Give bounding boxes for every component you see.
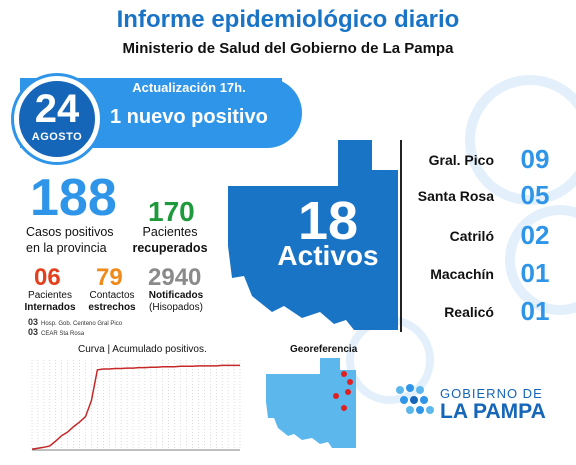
city-value: 09 (520, 144, 550, 174)
city-name: Macachín (430, 266, 494, 282)
notified-count: 2940 (148, 264, 202, 291)
contacts-label-line1: Contactos (89, 290, 135, 301)
hospital-list: 03 Hosp. Gob. Centeno Gral Pico 03 CEAR St… (28, 318, 122, 338)
hospitalized-count: 06 (34, 264, 61, 291)
update-time-label: Actualización 17h. (96, 78, 282, 98)
notified-label-line1: Notificados (148, 290, 204, 301)
hospital-count: 03 (28, 317, 39, 327)
case-location-marker (333, 393, 339, 399)
background-decoration (346, 75, 576, 404)
case-location-marker (341, 371, 347, 377)
active-label: Activos (277, 240, 379, 271)
hospital-name: Hosp. Gob. Centeno Gral Pico (41, 321, 123, 327)
curve-title: Curva | Acumulado positivos. (78, 344, 207, 355)
hospitalized-label-line1: Pacientes (28, 290, 72, 301)
report-subtitle: Ministerio de Salud del Gobierno de La P… (122, 40, 454, 57)
cumulative-positives-line (31, 364, 240, 450)
city-name: Catriló (449, 228, 494, 244)
city-value: 01 (520, 296, 550, 326)
positive-cases-count: 188 (30, 169, 117, 227)
contacts-count: 79 (96, 264, 123, 291)
city-value: 05 (520, 180, 550, 210)
hospital-count: 03 (28, 327, 39, 337)
notified-label-line2: (Hisopados) (149, 302, 203, 313)
province-map-icon (228, 140, 398, 330)
positive-label-line2: en la provincia (26, 241, 107, 255)
cumulative-curve-chart (31, 360, 241, 451)
report-title: Informe epidemiológico diario (116, 6, 460, 33)
city-name: Gral. Pico (428, 152, 494, 168)
hospitalized-label-line2: Internados (24, 302, 76, 313)
georeference-map (266, 358, 356, 448)
case-location-marker (345, 389, 351, 395)
city-value: 01 (520, 258, 550, 288)
recovered-label-line1: Pacientes (142, 225, 198, 239)
city-value: 02 (520, 220, 550, 250)
recovered-label: Pacientes recuperados (130, 224, 210, 256)
recovered-label-line2: recuperados (132, 241, 208, 255)
positive-label-line1: Casos positivos (26, 225, 114, 239)
hospital-name: CEAR Sta Rosa (41, 331, 85, 337)
date-month: AGOSTO (31, 131, 83, 143)
contacts-label-line2: estrechos (88, 302, 136, 313)
case-location-marker (347, 379, 353, 385)
hospitalized-label: Pacientes Internados (22, 290, 78, 314)
hospital-item: 03 CEAR Sta Rosa (28, 328, 122, 338)
date-day: 24 (34, 87, 80, 131)
hospital-item: 03 Hosp. Gob. Centeno Gral Pico (28, 318, 122, 328)
city-name: Realicó (444, 304, 494, 320)
positive-cases-label: Casos positivos en la provincia (26, 224, 114, 256)
map-title: Georeferencia (290, 344, 358, 355)
city-list-bracket (400, 140, 410, 332)
notified-label: Notificados (Hisopados) (140, 290, 212, 314)
date-badge: 24 AGOSTO (14, 76, 100, 162)
case-location-marker (341, 405, 347, 411)
logo-line1: GOBIERNO DE (440, 386, 543, 401)
new-positive-headline: 1 nuevo positivo (110, 106, 268, 128)
logo-line2: LA PAMPA (440, 400, 546, 423)
government-logo-icon (396, 384, 434, 414)
contacts-label: Contactos estrechos (84, 290, 140, 314)
city-name: Santa Rosa (417, 188, 494, 204)
recovered-count: 170 (148, 196, 195, 227)
active-count: 18 (297, 191, 359, 251)
